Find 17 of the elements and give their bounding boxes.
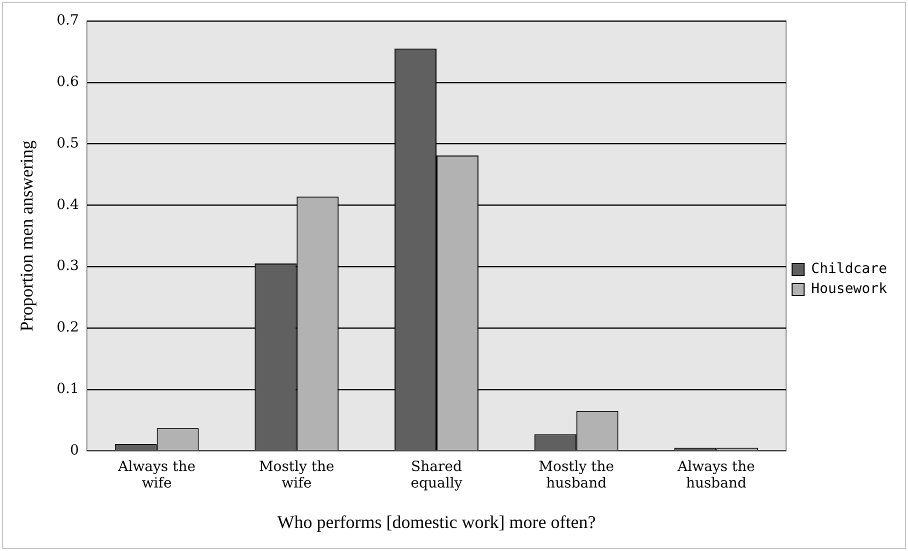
y-tick-label: 0.5 bbox=[56, 135, 79, 152]
legend-label: Childcare bbox=[811, 261, 887, 278]
x-tick-label: Always the wife bbox=[117, 458, 196, 492]
x-axis-title: Who performs [domestic work] more often? bbox=[277, 512, 596, 532]
y-tick-label: 0.2 bbox=[56, 320, 79, 336]
y-tick-label: 0.1 bbox=[56, 381, 79, 398]
x-tick-label: Shared equally bbox=[410, 458, 462, 492]
x-tick-label: Mostly the wife bbox=[258, 458, 334, 492]
y-axis-title: Proportion men answering bbox=[16, 140, 37, 332]
y-tick-label: 0.3 bbox=[56, 258, 79, 274]
y-tick-label: 0.4 bbox=[56, 196, 79, 213]
y-tick-label: 0.7 bbox=[56, 12, 79, 29]
y-tick-label: 0 bbox=[70, 442, 79, 458]
y-tick-label: 0.6 bbox=[56, 74, 79, 90]
legend-label: Housework bbox=[811, 281, 888, 298]
x-tick-label: Always the husband bbox=[676, 458, 755, 492]
x-tick-label: Mostly the husband bbox=[538, 458, 614, 492]
